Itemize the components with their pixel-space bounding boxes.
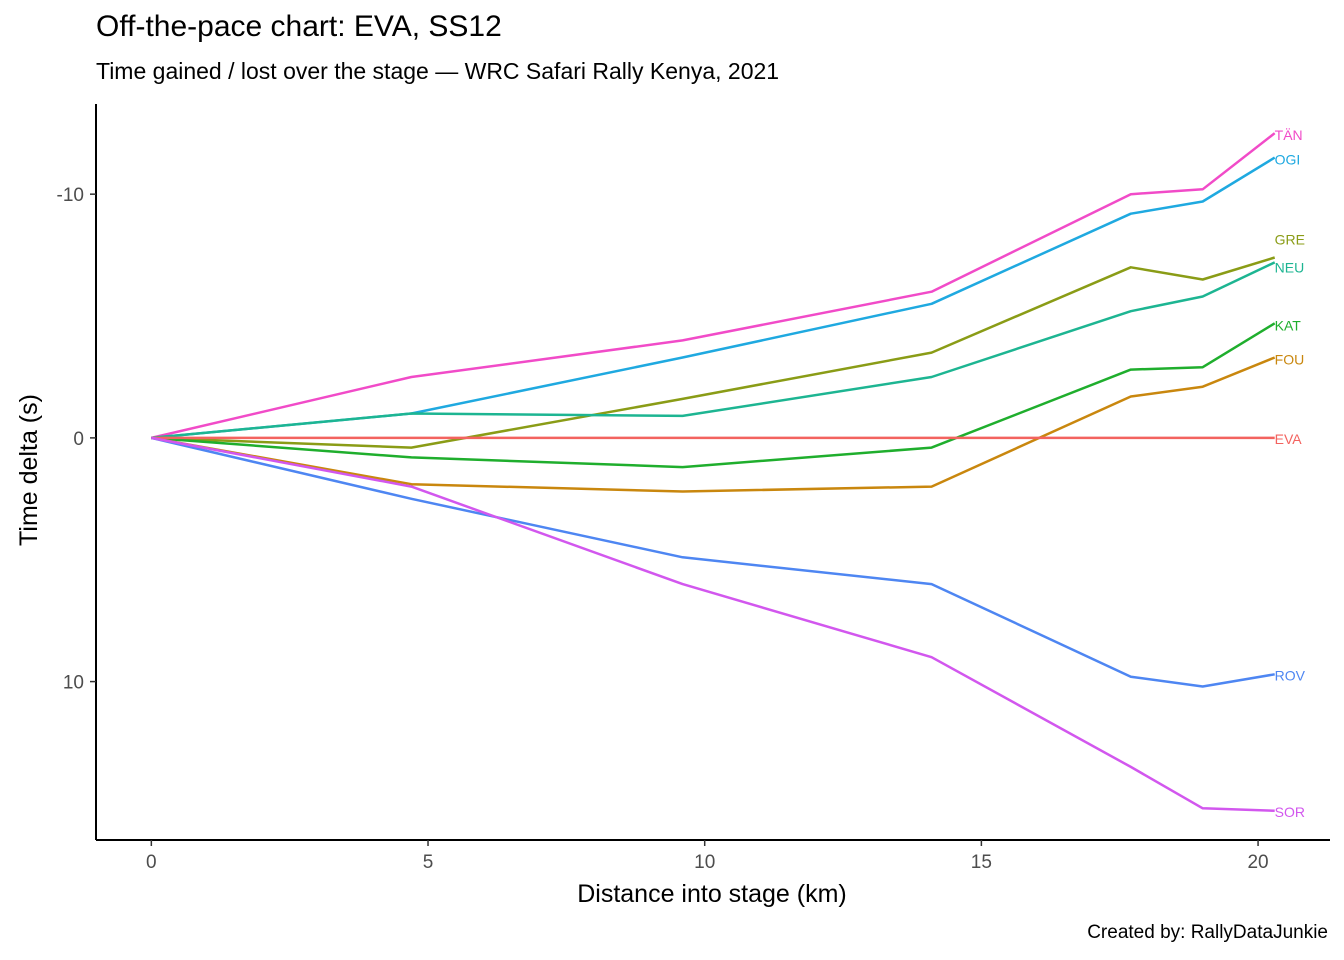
series-labels: TÄN OGI GRE NEU KAT FOU EVA ROV SOR xyxy=(1275,127,1306,820)
series-label-rov: ROV xyxy=(1275,667,1306,683)
series-line-sor xyxy=(151,436,1275,813)
series-label-eva: EVA xyxy=(1275,431,1303,447)
series-line-fou xyxy=(151,356,1276,493)
series-line-neu xyxy=(151,261,1276,440)
series-line-tän xyxy=(151,132,1276,440)
chart-subtitle: Time gained / lost over the stage — WRC … xyxy=(96,58,780,84)
x-axis-title: Distance into stage (km) xyxy=(577,880,847,908)
series-label-kat: KAT xyxy=(1275,317,1302,333)
series-lines xyxy=(151,132,1276,813)
axes: 0 5 10 15 20 -10 0 10 xyxy=(57,104,1330,873)
caption: Created by: RallyDataJunkie xyxy=(1087,922,1328,943)
series-label-tän: TÄN xyxy=(1275,127,1303,143)
y-axis-title: Time delta (s) xyxy=(15,394,43,546)
chart-title: Off-the-pace chart: EVA, SS12 xyxy=(96,10,502,43)
y-tick-label: 10 xyxy=(63,673,84,694)
y-tick-label: 0 xyxy=(73,429,84,450)
x-tick-label: 10 xyxy=(694,852,715,873)
series-label-neu: NEU xyxy=(1275,259,1305,275)
series-line-ogi xyxy=(151,156,1276,440)
x-tick-label: 0 xyxy=(146,852,157,873)
series-label-ogi: OGI xyxy=(1275,152,1301,168)
series-line-rov xyxy=(151,436,1275,688)
x-tick-label: 5 xyxy=(423,852,434,873)
series-label-gre: GRE xyxy=(1275,232,1305,248)
series-line-gre xyxy=(151,256,1276,449)
series-label-sor: SOR xyxy=(1275,804,1305,820)
x-tick-label: 15 xyxy=(971,852,992,873)
series-label-fou: FOU xyxy=(1275,351,1305,367)
x-tick-label: 20 xyxy=(1247,852,1268,873)
series-line-kat xyxy=(151,322,1276,469)
y-tick-label: -10 xyxy=(57,185,84,206)
